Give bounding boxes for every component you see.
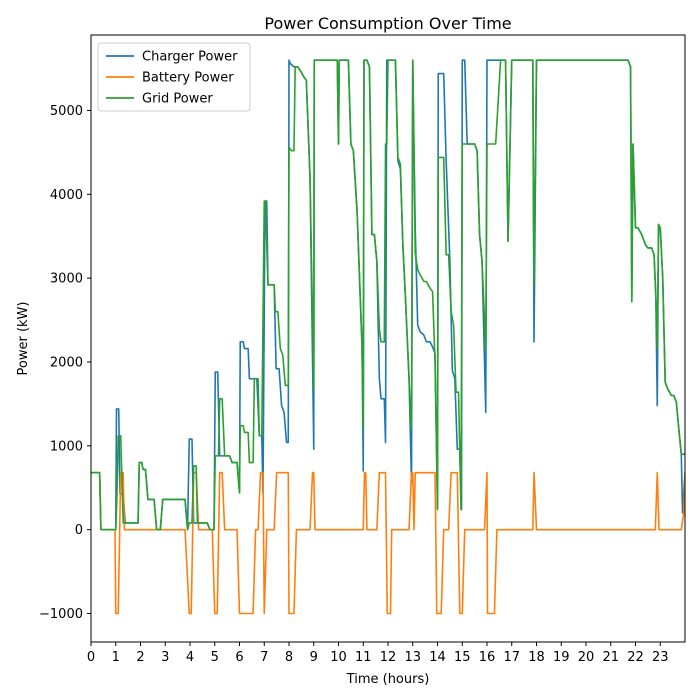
x-tick-label: 2	[136, 650, 144, 665]
y-tick-label: 1000	[50, 439, 83, 454]
x-tick-label: 14	[429, 650, 446, 665]
y-tick-label: 3000	[50, 272, 83, 287]
x-tick-label: 3	[161, 650, 169, 665]
series-line-2	[91, 471, 685, 615]
x-tick-label: 12	[380, 650, 397, 665]
x-tick-label: 17	[503, 650, 520, 665]
x-tick-label: 13	[404, 650, 421, 665]
y-tick-label: 5000	[50, 104, 83, 119]
x-tick-label: 22	[627, 650, 644, 665]
legend: Charger Power Battery Power Grid Power	[97, 42, 251, 112]
x-tick-label: 11	[355, 650, 372, 665]
x-tick-label: 10	[330, 650, 347, 665]
x-tick-label: 9	[310, 650, 318, 665]
legend-label-2: Battery Power	[142, 71, 234, 86]
x-tick-label: 7	[260, 650, 268, 665]
series-line-3	[91, 59, 685, 531]
x-tick-label: 1	[112, 650, 120, 665]
x-axis-label: Time (hours)	[346, 672, 430, 687]
plot-frame	[90, 34, 686, 643]
y-tick-label: 4000	[50, 188, 83, 203]
x-tick-label: 6	[235, 650, 243, 665]
y-tick-label: 2000	[50, 355, 83, 370]
y-tick-label: 0	[75, 523, 83, 538]
x-tick-label: 16	[479, 650, 496, 665]
x-tick-label: 23	[652, 650, 669, 665]
y-axis-label: Power (kW)	[16, 302, 31, 376]
chart-title: Power Consumption Over Time	[264, 14, 511, 33]
series-layer	[91, 59, 685, 615]
series-line-1	[91, 59, 685, 531]
x-tick-label: 4	[186, 650, 194, 665]
x-tick-label: 19	[553, 650, 570, 665]
x-tick-label: 15	[454, 650, 471, 665]
legend-label-3: Grid Power	[142, 92, 213, 107]
x-tick-label: 20	[578, 650, 595, 665]
x-tick-label: 5	[211, 650, 219, 665]
x-tick-label: 8	[285, 650, 293, 665]
legend-label-1: Charger Power	[142, 50, 238, 65]
x-tick-label: 18	[528, 650, 545, 665]
x-tick-label: 21	[602, 650, 619, 665]
x-tick-label: 0	[87, 650, 95, 665]
legend-box	[97, 42, 251, 112]
y-tick-label: −1000	[39, 607, 83, 622]
axes-layer: 0 1 2 3 4 5 6 7 8 9 10 11 12 13 14 15 16 17 18 19 20 21 22 23−1…	[39, 34, 686, 665]
